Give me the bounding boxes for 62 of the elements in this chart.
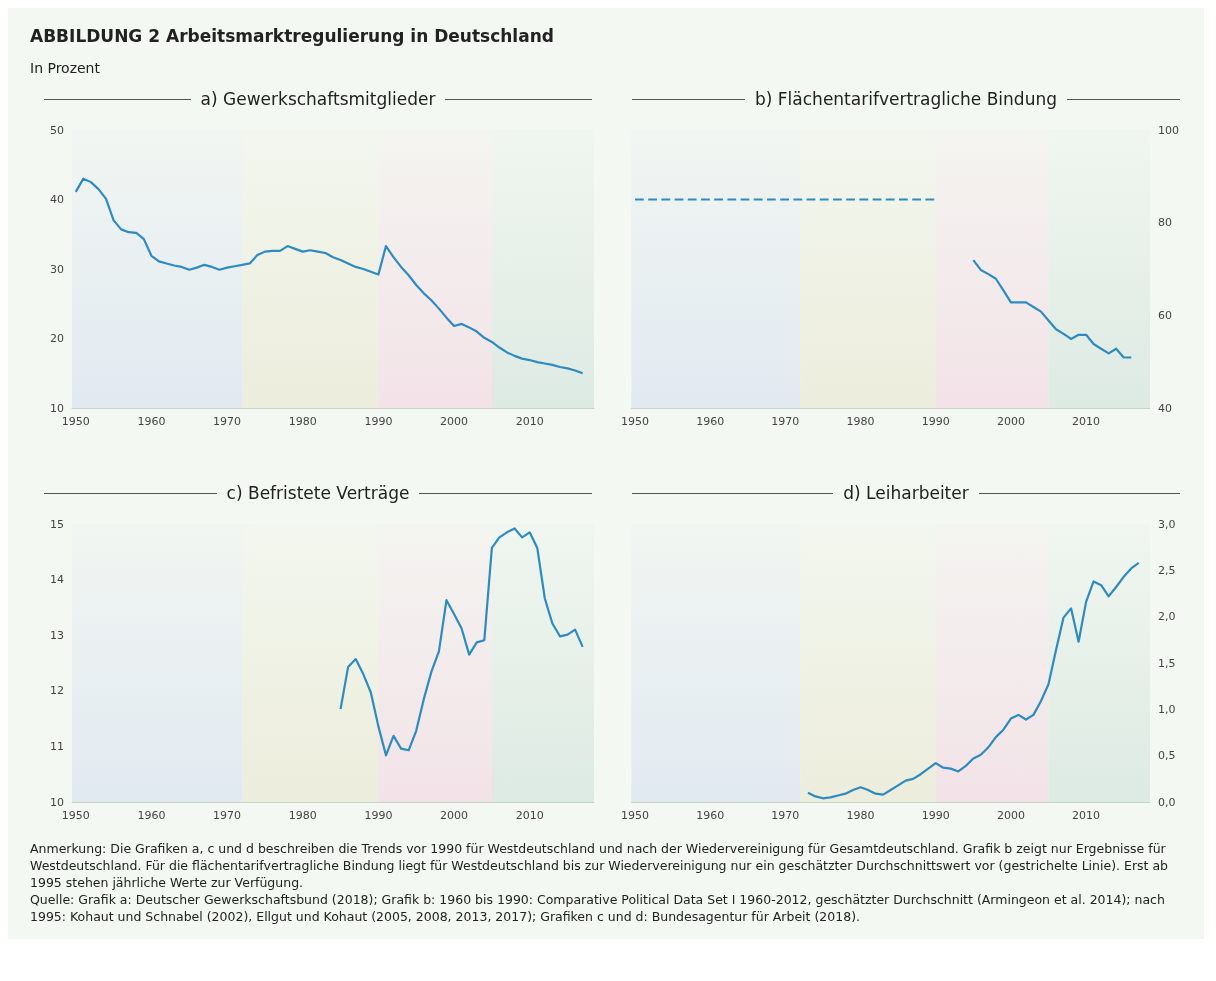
y2-tick-label: 0,5 bbox=[1158, 749, 1176, 763]
x-tick-label: 1960 bbox=[696, 415, 725, 428]
x-tick-label: 1980 bbox=[846, 809, 875, 822]
y-tick-label: 30 bbox=[50, 262, 64, 276]
y2-tick-label: 2,5 bbox=[1158, 563, 1176, 577]
x-tick-label: 2000 bbox=[996, 415, 1025, 428]
y2-tick-label: 100 bbox=[1158, 123, 1179, 137]
y2-tick-label: 60 bbox=[1158, 308, 1172, 322]
x-tick-label: 1990 bbox=[921, 809, 950, 822]
line-series bbox=[74, 177, 584, 375]
x-tick-label: 1960 bbox=[137, 415, 166, 428]
x-tick-label: 1950 bbox=[621, 809, 649, 822]
y2-tick-label: 3,0 bbox=[1158, 517, 1176, 531]
y-tick-label: 15 bbox=[50, 517, 64, 531]
y2-tick-label: 0,0 bbox=[1158, 795, 1176, 809]
x-tick-label: 1960 bbox=[137, 809, 166, 822]
x-tick-label: 1970 bbox=[771, 415, 800, 428]
x-tick-label: 1980 bbox=[288, 809, 317, 822]
text: In Prozent bbox=[30, 60, 101, 76]
x-tick-label: 2000 bbox=[996, 809, 1025, 822]
y-tick-label: 10 bbox=[50, 401, 64, 415]
y-tick-label: 50 bbox=[50, 123, 64, 137]
y-tick-label: 40 bbox=[50, 193, 64, 206]
x-tick-label: 2000 bbox=[440, 809, 469, 822]
x-tick-label: 1990 bbox=[921, 415, 950, 428]
y-tick-label: 13 bbox=[50, 628, 64, 642]
x-tick-label: 2010 bbox=[515, 809, 544, 822]
y-tick-label: 14 bbox=[50, 573, 64, 587]
source-note: Quelle: Grafik a: Deutscher Gewerkschaftsbund (2018); Grafik b: 1960 bis 1990: Comparative Political Data Set I 1960-2012, geschätzter Durchschnitt (Armingeon et al. 2014); nach 1995: Kohaut und Schnabel (2002), Ellgut und Kohaut (2005, 2008, 2013, 2017); Grafiken c und d: Bundesagentur für Arbeit (2018). bbox=[30, 891, 1166, 925]
chart-title: c) Befristete Verträge bbox=[226, 483, 410, 503]
x-tick-label: 1950 bbox=[61, 809, 90, 822]
x-tick-label: 1950 bbox=[621, 415, 649, 428]
y2-tick-label: 2,0 bbox=[1158, 610, 1176, 624]
x-tick-label: 1990 bbox=[364, 415, 393, 428]
y2-tick-label: 80 bbox=[1158, 216, 1172, 230]
x-tick-label: 1970 bbox=[213, 809, 242, 822]
x-tick-label: 2010 bbox=[1072, 809, 1101, 822]
y2-tick-label: 1,0 bbox=[1158, 702, 1176, 716]
chart-title: a) Gewerkschaftsmitglieder bbox=[200, 89, 436, 109]
y2-tick-label: 40 bbox=[1158, 401, 1172, 415]
x-tick-label: 1980 bbox=[288, 415, 317, 428]
text: Anmerkung: Die Grafiken a, c und d beschreiben die Trends vor 1990 für Westdeutschland und nach der Wiedervereinigung für Gesamtdeutschland. Grafik b zeigt nur Ergebnisse für Westdeutschland. Für die flächentarifvertragliche Bindung liegt für Westdeutschland bis zur Wiedervereinigung nur ein geschätzter Durchschnittswert vor (gestrichelte Linie). Erst ab 1995 stehen jährliche Werte zur Verfügung. bbox=[30, 840, 1169, 891]
x-tick-label: 1960 bbox=[696, 809, 725, 822]
chart-title: b) Flächentarifvertragliche Bindung bbox=[755, 89, 1057, 109]
line-series bbox=[806, 561, 1140, 800]
x-tick-label: 1990 bbox=[364, 809, 393, 822]
y-tick-label: 20 bbox=[50, 332, 64, 345]
y-tick-label: 12 bbox=[50, 684, 64, 698]
x-tick-label: 1950 bbox=[61, 415, 90, 428]
x-tick-label: 1980 bbox=[846, 415, 875, 428]
line-series bbox=[339, 527, 584, 757]
chart-title: d) Leiharbeiter bbox=[843, 483, 969, 503]
y-tick-label: 10 bbox=[50, 795, 64, 809]
x-tick-label: 1970 bbox=[771, 809, 800, 822]
x-tick-label: 1970 bbox=[213, 415, 242, 428]
x-tick-label: 2000 bbox=[440, 415, 469, 428]
x-tick-label: 2010 bbox=[1072, 415, 1101, 428]
y-tick-label: 11 bbox=[50, 739, 64, 753]
x-tick-label: 2010 bbox=[515, 415, 544, 428]
text: ABBILDUNG 2 Arbeitsmarktregulierung in Deutschland bbox=[30, 26, 555, 46]
y2-tick-label: 1,5 bbox=[1158, 656, 1176, 670]
line-series bbox=[972, 259, 1133, 359]
